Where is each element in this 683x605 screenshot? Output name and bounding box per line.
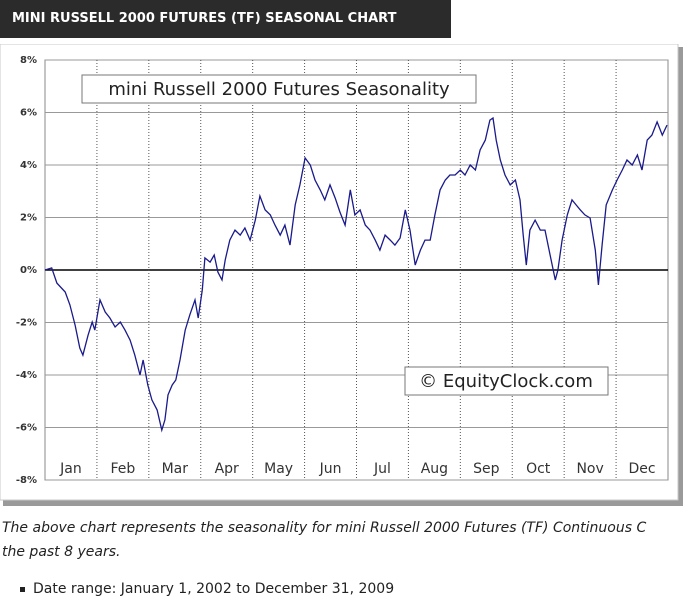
description: the past 8 years.	[2, 544, 121, 560]
bullet-text: Date range: January 1, 2002 to December …	[33, 581, 395, 597]
chart: 8% 6% 4% 2% 0% -2% -4% -6% -8% Jan Feb Mar Apr May Jun…	[0, 44, 683, 506]
y-tick-label: 6%	[20, 108, 37, 119]
chart-title: mini Russell 2000 Futures Seasonality	[108, 79, 450, 100]
x-tick-label: Dec	[628, 461, 655, 477]
y-tick-label: -2%	[16, 318, 37, 329]
x-tick-label: Jun	[319, 461, 342, 477]
title-box	[81, 74, 477, 104]
x-tick-label: May	[264, 461, 293, 477]
x-tick-label: Mar	[162, 461, 189, 477]
y-tick-label: -4%	[16, 370, 37, 381]
watermark-box	[404, 366, 609, 396]
description: The above chart represents the seasonali…	[2, 520, 647, 536]
series-line	[44, 116, 668, 433]
x-tick-label: Oct	[526, 461, 551, 477]
y-tick-label: 0%	[20, 265, 37, 276]
bullet-item: Date range: January 1, 2002 to December …	[20, 581, 394, 597]
y-tick-label: 2%	[20, 213, 37, 224]
x-tick-label: Sep	[473, 461, 500, 477]
x-tick-label: Apr	[215, 461, 239, 477]
x-tick-label: Jan	[59, 461, 82, 477]
x-tick-label: Feb	[110, 461, 135, 477]
y-tick-label: -8%	[16, 475, 37, 486]
bullet	[20, 586, 25, 592]
y-tick-label: -6%	[16, 423, 37, 434]
x-tick-label: Jul	[373, 461, 391, 477]
y-tick-label: 8%	[20, 55, 37, 66]
x-tick-label: Aug	[421, 461, 448, 477]
page-header: MINI RUSSELL 2000 FUTURES (TF) SEASONAL …	[0, 0, 451, 38]
x-tick-label: Nov	[576, 461, 603, 477]
watermark: © EquityClock.com	[419, 371, 593, 392]
y-tick-label: 4%	[20, 160, 37, 171]
